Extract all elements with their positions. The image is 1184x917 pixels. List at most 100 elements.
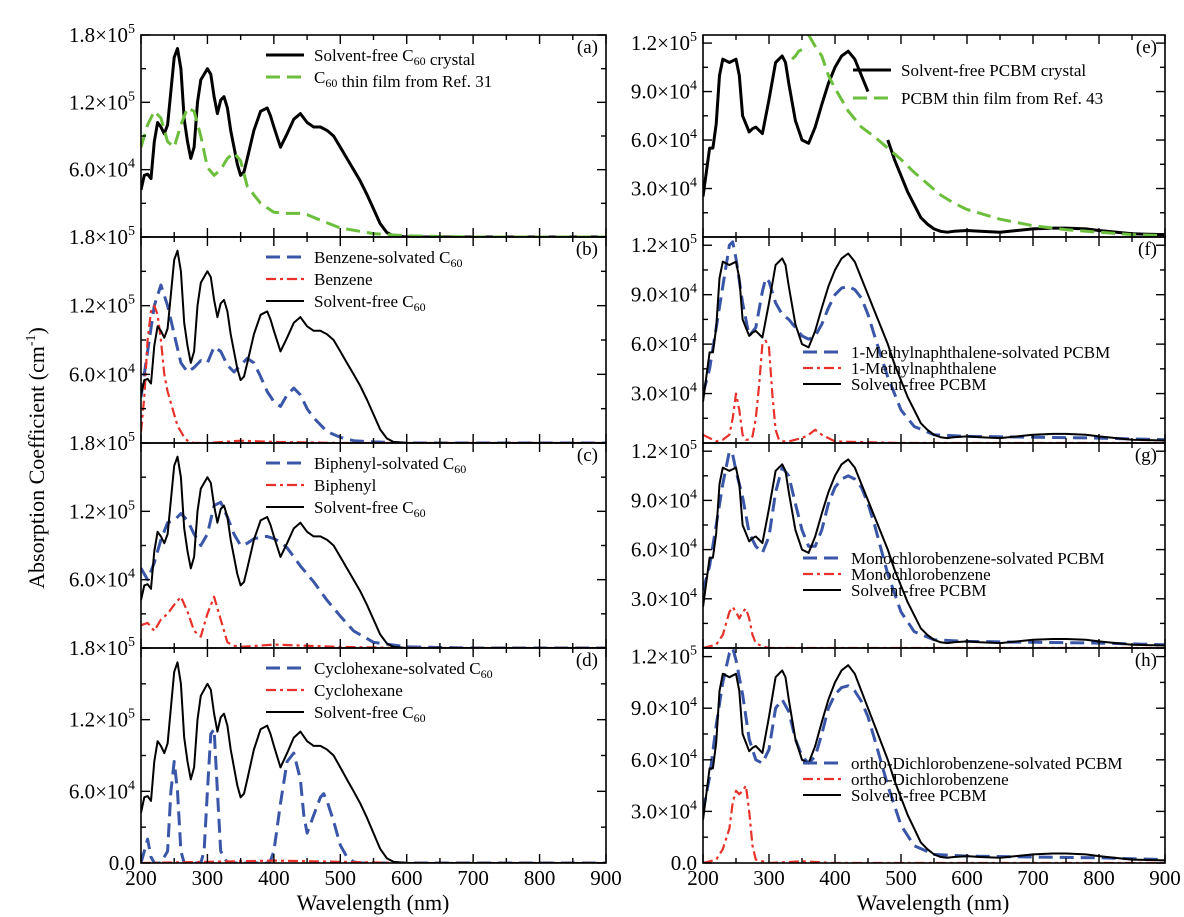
tick-mantissa: 3.0×10 <box>631 382 690 406</box>
legend: Monochlorobenzene-solvated PCBMMonochlor… <box>803 549 1105 600</box>
legend-text-part: PCBM thin film from Ref. 43 <box>901 89 1103 108</box>
tick-exponent: 4 <box>128 567 135 582</box>
tick-exponent: 5 <box>128 635 135 650</box>
x-tick-label: 800 <box>1083 866 1115 890</box>
series-group <box>703 35 1165 237</box>
tick-mantissa: 1.2×10 <box>631 439 690 463</box>
tick-mantissa: 6.0×10 <box>631 128 690 152</box>
tick-mantissa: 6.0×10 <box>631 332 690 356</box>
y-tick-label: 3.0×104 <box>631 381 697 406</box>
legend-text-part: Solvent-free C <box>314 292 414 311</box>
legend-subscript: 60 <box>325 76 337 90</box>
legend-text-part: Solvent-free C <box>314 498 414 517</box>
y-tick-label: 1.8×105 <box>69 224 135 249</box>
y-tick-label: 1.2×105 <box>69 498 135 523</box>
legend-text-part: ortho-Dichlorobenzene-solvated PCBM <box>851 754 1122 773</box>
tick-exponent: 5 <box>128 293 135 308</box>
tick-exponent: 4 <box>690 798 697 813</box>
legend-text-part: Biphenyl-solvated C <box>314 454 454 473</box>
series-line-c-2 <box>141 455 606 648</box>
series-line-e-1 <box>886 139 1165 237</box>
series-line-d-0 <box>141 727 606 863</box>
y-tick-label: 1.8×105 <box>69 635 135 660</box>
legend-label: Benzene-solvated C60 <box>314 248 462 270</box>
legend-subscript: 60 <box>414 54 426 68</box>
legend: 1-Methylnaphthalene-solvated PCBM1-Methy… <box>803 343 1110 394</box>
x-tick-label: 400 <box>258 866 290 890</box>
x-tick-label: 600 <box>951 866 983 890</box>
legend-text-part: Solvent-free PCBM crystal <box>901 61 1086 80</box>
y-tick-label: 1.8×105 <box>69 22 135 47</box>
tick-mantissa: 6.0×10 <box>69 568 128 592</box>
tick-mantissa: 9.0×10 <box>631 488 690 512</box>
series-group <box>141 249 606 443</box>
legend-subscript: 60 <box>481 667 493 681</box>
legend-label: Solvent-free C60 <box>314 498 426 520</box>
x-tick-label: 300 <box>192 866 224 890</box>
tick-mantissa: 1.2×10 <box>69 499 128 523</box>
legend-label: Biphenyl <box>314 476 377 495</box>
tick-mantissa: 1.2×10 <box>69 90 128 114</box>
tick-exponent: 5 <box>690 644 697 659</box>
legend-text-part: thin film from Ref. 31 <box>337 72 492 91</box>
tick-mantissa: 1.2×10 <box>69 708 128 732</box>
series-group <box>141 455 606 648</box>
tick-mantissa: 1.2×10 <box>69 294 128 318</box>
tick-exponent: 4 <box>690 586 697 601</box>
series-line-b-2 <box>141 249 606 443</box>
y-tick-label: 6.0×104 <box>631 747 697 772</box>
series-line-e-2 <box>807 35 1165 237</box>
y-tick-label: 1.2×105 <box>69 293 135 318</box>
series-line-c-0 <box>141 500 606 648</box>
y-tick-label: 6.0×104 <box>631 331 697 356</box>
x-tick-label: 900 <box>1149 866 1181 890</box>
series-line-a-1 <box>141 106 606 237</box>
tick-mantissa: 6.0×10 <box>631 538 690 562</box>
tick-exponent: 5 <box>690 30 697 45</box>
tick-mantissa: 1.2×10 <box>631 31 690 55</box>
legend-subscript: 60 <box>450 256 462 270</box>
legend-label: Solvent-free PCBM <box>851 786 987 805</box>
y-tick-label: 1.2×105 <box>631 232 697 257</box>
tick-mantissa: 1.8×10 <box>69 431 128 455</box>
x-tick-label: 900 <box>590 866 622 890</box>
tick-mantissa: 6.0×10 <box>631 748 690 772</box>
legend-text-part: Biphenyl <box>314 476 377 495</box>
series-line-e-3 <box>791 48 810 61</box>
legend-text-part: 1-Methylnaphthalene <box>851 359 996 378</box>
tick-exponent: 4 <box>690 331 697 346</box>
tick-exponent: 4 <box>690 695 697 710</box>
legend-label: Solvent-free PCBM <box>851 375 987 394</box>
legend-text-part: Cyclohexane-solvated C <box>314 659 481 678</box>
x-axis-title-right: Wavelength (nm) <box>857 890 1010 915</box>
panel-b: 6.0×1041.2×1051.8×105(b)Benzene-solvated… <box>69 224 607 444</box>
tick-mantissa: 6.0×10 <box>69 362 128 386</box>
y-tick-label: 1.2×105 <box>631 30 697 55</box>
panel-tag: (c) <box>577 445 598 466</box>
x-tick-label: 700 <box>457 866 489 890</box>
series-line-g-0 <box>703 449 1165 647</box>
x-tick-label: 800 <box>524 866 556 890</box>
tick-exponent: 5 <box>128 22 135 37</box>
y-tick-label: 6.0×104 <box>69 361 135 386</box>
legend-text-part: Solvent-free PCBM <box>851 581 987 600</box>
tick-exponent: 4 <box>128 361 135 376</box>
tick-exponent: 4 <box>690 176 697 191</box>
tick-exponent: 4 <box>128 157 135 172</box>
legend-label: ortho-Dichlorobenzene <box>851 770 1009 789</box>
y-tick-label: 0.0 <box>109 851 135 875</box>
tick-exponent: 5 <box>128 498 135 513</box>
legend-label: 1-Methylnaphthalene-solvated PCBM <box>851 343 1110 362</box>
series-line-c-1 <box>141 595 606 648</box>
legend-label: C60 thin film from Ref. 31 <box>314 68 492 91</box>
y-tick-label: 9.0×104 <box>631 79 697 104</box>
x-tick-label: 400 <box>819 866 851 890</box>
x-tick-label: 600 <box>391 866 423 890</box>
series-line-e-0 <box>703 49 870 197</box>
series-line-f-1 <box>703 339 1165 443</box>
legend-text-part: C <box>314 68 325 87</box>
series-line-h-0 <box>703 648 1165 862</box>
legend-label: Solvent-free PCBM crystal <box>901 61 1086 80</box>
tick-mantissa: 3.0×10 <box>631 177 690 201</box>
legend-label: Monochlorobenzene <box>851 565 991 584</box>
